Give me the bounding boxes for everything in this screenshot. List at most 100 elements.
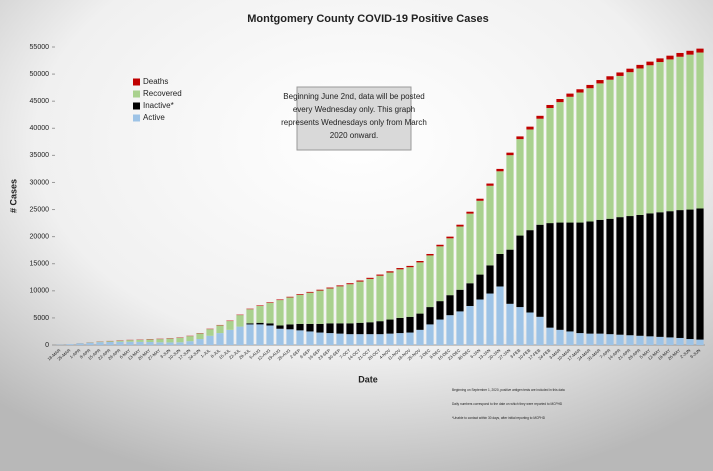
bar-segment bbox=[256, 305, 264, 306]
bar-segment bbox=[646, 65, 654, 214]
bar-segment bbox=[576, 89, 584, 93]
bar-segment bbox=[336, 323, 344, 334]
bar-segment bbox=[646, 213, 654, 337]
bar-segment bbox=[586, 84, 594, 89]
bar-segment bbox=[486, 183, 494, 186]
bar-segment bbox=[526, 230, 534, 313]
bar-segment bbox=[266, 325, 274, 345]
bar-segment bbox=[656, 336, 664, 345]
x-tick-label: 7-APR bbox=[599, 348, 612, 360]
bar-segment bbox=[346, 284, 354, 324]
bar-segment bbox=[686, 54, 694, 210]
bar-segment bbox=[546, 108, 554, 224]
bar-segment bbox=[96, 342, 104, 345]
bar-segment bbox=[466, 283, 474, 306]
bar-segment bbox=[186, 341, 194, 345]
legend-label: Active bbox=[143, 113, 165, 122]
y-tick-label: 45000 bbox=[30, 98, 50, 105]
bar-segment bbox=[536, 115, 544, 119]
x-tick-label: 6-MAY bbox=[119, 348, 132, 360]
bar-segment bbox=[696, 339, 704, 345]
bar-segment bbox=[406, 265, 414, 268]
x-tick-label: 2-DEC bbox=[419, 348, 432, 360]
bar-segment bbox=[396, 333, 404, 345]
bar-segment bbox=[226, 321, 234, 330]
bar-segment bbox=[346, 334, 354, 345]
bar-segment bbox=[686, 339, 694, 345]
bar-segment bbox=[356, 334, 364, 345]
bar-segment bbox=[256, 324, 264, 345]
legend-label: Inactive* bbox=[143, 101, 174, 110]
bar-segment bbox=[566, 222, 574, 332]
bar-segment bbox=[276, 300, 284, 326]
annotation-box bbox=[296, 86, 412, 151]
x-tick-label: 1-JUL bbox=[200, 347, 212, 358]
bar-segment bbox=[166, 338, 174, 343]
bar-segment bbox=[576, 222, 584, 334]
chart-title: Montgomery County COVID-19 Positive Case… bbox=[247, 13, 488, 25]
bar-segment bbox=[536, 316, 544, 345]
bar-segment bbox=[416, 261, 424, 263]
bar-segment bbox=[446, 315, 454, 345]
bar-segment bbox=[456, 224, 464, 227]
bar-segment bbox=[76, 343, 84, 345]
bar-segment bbox=[336, 286, 344, 324]
bar-segment bbox=[316, 332, 324, 345]
bar-segment bbox=[166, 342, 174, 345]
bar-segment bbox=[436, 244, 444, 247]
x-tick-label: 9-DEC bbox=[429, 348, 442, 360]
legend-swatch bbox=[133, 102, 140, 110]
bar-segment bbox=[296, 294, 304, 324]
y-tick-label: 50000 bbox=[30, 71, 50, 78]
bar-segment bbox=[316, 289, 324, 291]
bar-segment bbox=[556, 102, 564, 223]
x-tick-label: 9-JUN bbox=[689, 348, 701, 359]
bar-segment bbox=[306, 292, 314, 324]
bar-segment bbox=[626, 216, 634, 336]
bar-segment bbox=[336, 333, 344, 345]
bar-segment bbox=[276, 299, 284, 301]
bar-segment bbox=[396, 269, 404, 318]
bar-segment bbox=[616, 334, 624, 345]
bar-segment bbox=[356, 280, 364, 282]
bar-segment bbox=[446, 236, 454, 239]
bar-segment bbox=[186, 336, 194, 342]
bar-segment bbox=[316, 290, 324, 324]
bar-segment bbox=[96, 341, 104, 343]
y-tick-label: 0 bbox=[45, 342, 49, 349]
bar-segment bbox=[246, 323, 254, 325]
bar-segment bbox=[546, 327, 554, 345]
bar-segment bbox=[146, 342, 154, 345]
y-tick-label: 5000 bbox=[33, 315, 49, 322]
annotation-text: represents Wednesdays only from March bbox=[281, 118, 427, 127]
bar-segment bbox=[496, 286, 504, 345]
bar-segment bbox=[366, 322, 374, 335]
bar-segment bbox=[476, 198, 484, 201]
bar-segment bbox=[266, 302, 274, 303]
x-tick-label: 2-JUN bbox=[679, 348, 691, 359]
bar-segment bbox=[196, 339, 204, 345]
bar-segment bbox=[366, 277, 374, 279]
bar-segment bbox=[106, 341, 114, 345]
bar-segment bbox=[666, 55, 674, 60]
bar-segment bbox=[536, 224, 544, 317]
annotation-text: 2020 onward. bbox=[330, 131, 378, 140]
bar-segment bbox=[626, 335, 634, 345]
footnote: Beginning on September 1, 2020, positive… bbox=[452, 388, 565, 392]
bar-segment bbox=[436, 301, 444, 320]
bar-segment bbox=[376, 275, 384, 322]
bar-segment bbox=[506, 152, 514, 156]
bar-segment bbox=[286, 324, 294, 330]
legend-swatch bbox=[133, 114, 140, 122]
bar-segment bbox=[586, 221, 594, 334]
bar-segment bbox=[236, 326, 244, 345]
bar-segment bbox=[636, 64, 644, 69]
bar-segment bbox=[326, 323, 334, 334]
bar-segment bbox=[676, 210, 684, 338]
bar-segment bbox=[626, 72, 634, 217]
y-tick-label: 40000 bbox=[30, 125, 50, 132]
bar-segment bbox=[636, 68, 644, 215]
bar-segment bbox=[516, 139, 524, 236]
bar-segment bbox=[356, 322, 364, 335]
